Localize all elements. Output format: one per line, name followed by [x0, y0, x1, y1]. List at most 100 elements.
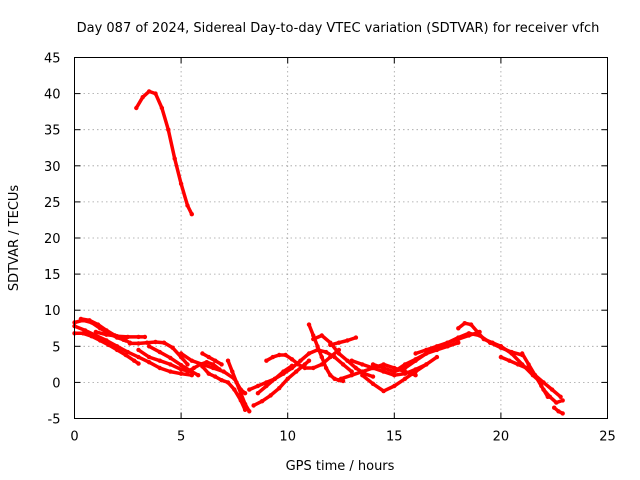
series-line: [541, 387, 565, 405]
data-point: [238, 391, 243, 396]
data-point: [213, 374, 218, 379]
data-point: [558, 394, 563, 399]
data-point: [268, 393, 273, 398]
data-point: [166, 127, 171, 132]
data-point: [554, 400, 559, 405]
data-point: [353, 335, 359, 340]
data-point: [178, 367, 184, 372]
data-point: [507, 358, 512, 363]
series-arc-6: [93, 329, 148, 340]
y-tick-label: 10: [44, 304, 61, 319]
series-arc-9: [146, 344, 201, 378]
series-arc-27: [413, 329, 482, 356]
y-tick-label: 25: [44, 196, 61, 211]
y-tick-label: 35: [44, 124, 61, 139]
data-point: [296, 362, 301, 367]
data-point: [323, 365, 329, 371]
data-point: [340, 362, 346, 367]
data-point: [225, 358, 231, 363]
data-point: [381, 362, 386, 367]
data-point: [185, 203, 190, 208]
data-point: [132, 358, 137, 363]
data-point: [251, 403, 256, 408]
y-tick-label: 15: [44, 268, 61, 283]
x-tick-label: 10: [279, 430, 296, 445]
data-point: [328, 354, 333, 360]
data-point: [532, 373, 538, 378]
y-tick-label: 40: [44, 88, 61, 103]
data-point: [144, 340, 150, 345]
data-point: [445, 344, 450, 349]
data-point: [381, 369, 386, 374]
data-point: [402, 376, 408, 381]
x-tick-label: 20: [493, 430, 510, 445]
data-point: [178, 362, 184, 368]
data-point: [392, 369, 397, 374]
x-tick-label: 0: [70, 430, 78, 445]
data-point: [191, 365, 197, 371]
x-tick-label: 15: [386, 430, 403, 445]
data-point: [134, 105, 139, 111]
data-point: [142, 334, 148, 340]
y-tick-label: 5: [52, 340, 60, 355]
data-point: [336, 351, 342, 356]
data-point: [392, 373, 397, 378]
data-point: [242, 401, 248, 407]
data-point: [136, 361, 141, 366]
data-point: [272, 376, 278, 381]
data-point: [230, 369, 235, 374]
data-point: [520, 351, 525, 356]
data-point: [219, 362, 224, 367]
data-point: [104, 332, 109, 337]
data-point: [170, 345, 175, 350]
data-point: [153, 339, 158, 345]
data-point: [481, 336, 486, 342]
data-point: [104, 328, 109, 333]
data-point: [127, 341, 133, 346]
data-point: [157, 349, 162, 355]
data-point: [189, 358, 194, 363]
data-point: [161, 340, 167, 345]
data-point: [370, 381, 376, 386]
series-arc-24: [360, 354, 440, 394]
series-arc-2: [72, 323, 194, 378]
data-point: [283, 352, 288, 358]
series-line: [328, 335, 358, 347]
data-point: [515, 362, 521, 367]
data-point: [264, 358, 269, 363]
series-arc-33: [552, 405, 565, 416]
data-point: [445, 340, 450, 345]
data-point: [136, 341, 141, 346]
data-point: [353, 365, 359, 371]
data-point: [114, 334, 120, 339]
data-point: [123, 352, 128, 358]
data-point: [210, 362, 216, 367]
data-point: [200, 364, 205, 369]
data-point: [146, 344, 152, 349]
x-axis-label: GPS time / hours: [286, 459, 395, 474]
data-point: [336, 340, 342, 345]
data-point: [159, 105, 165, 111]
data-point: [526, 362, 531, 367]
data-point: [315, 344, 320, 349]
data-point: [311, 365, 316, 371]
grid-lines: [74, 57, 608, 419]
x-tick-labels: 0 5 10 15 20 25: [70, 430, 615, 445]
data-point: [140, 95, 145, 100]
data-point: [97, 338, 103, 343]
data-point: [178, 371, 184, 376]
data-point: [189, 212, 194, 217]
data-point: [424, 351, 429, 356]
data-point: [539, 383, 544, 389]
data-point: [217, 367, 222, 372]
data-point: [349, 358, 354, 363]
data-point: [424, 362, 429, 367]
data-point: [298, 358, 303, 363]
chart-title: Day 087 of 2024, Sidereal Day-to-day VTE…: [77, 21, 600, 36]
data-point: [541, 380, 546, 385]
data-point: [413, 351, 418, 356]
data-point: [311, 333, 316, 338]
data-point: [475, 329, 480, 335]
data-point: [242, 391, 248, 396]
data-point: [136, 354, 141, 360]
